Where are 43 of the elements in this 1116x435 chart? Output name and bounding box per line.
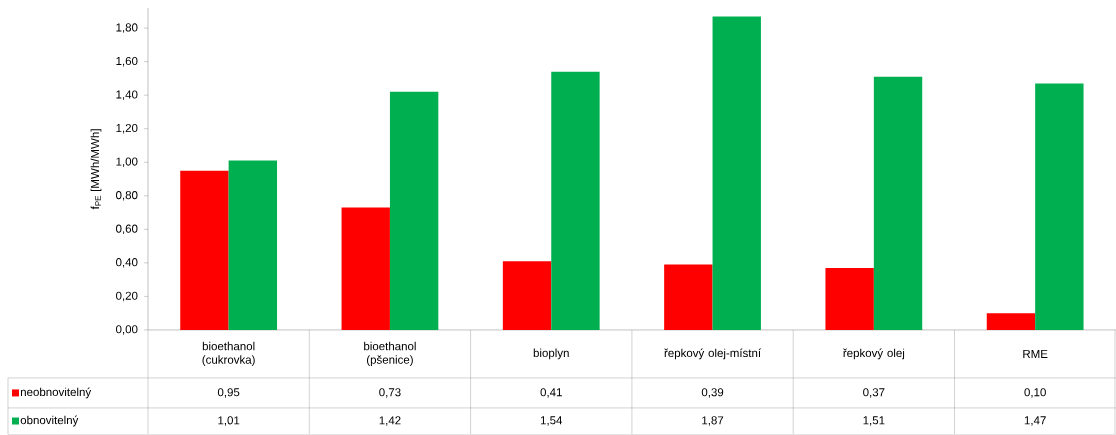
legend-label: obnovitelný — [20, 415, 79, 427]
data-label: 1,42 — [379, 416, 401, 426]
y-tick-label: 1,20 — [116, 124, 138, 134]
bar — [551, 71, 600, 330]
bar — [341, 207, 390, 330]
data-label: 1,87 — [702, 416, 724, 426]
y-tick-label: 0,60 — [116, 224, 138, 235]
bar — [986, 313, 1036, 330]
data-label: 1,47 — [1024, 416, 1046, 426]
x-tick-label: bioethanol (cukrovka) — [202, 341, 255, 367]
x-tick-label: RME — [1023, 350, 1048, 358]
bar — [180, 170, 229, 330]
bar — [873, 76, 923, 330]
bar — [712, 16, 761, 330]
x-tick-label: bioplyn — [533, 348, 569, 360]
x-tick-label: řepkový olej-místní — [664, 348, 762, 360]
bar — [502, 261, 552, 330]
bar — [664, 264, 713, 330]
data-label: 0,95 — [217, 388, 240, 398]
y-tick-label: 1,40 — [116, 90, 138, 100]
data-label: 1,01 — [218, 416, 240, 426]
y-tick-label: 1,80 — [116, 23, 138, 33]
data-label: 0,37 — [863, 388, 885, 398]
y-tick-label: 1,60 — [116, 56, 138, 67]
data-label: 1,54 — [540, 416, 563, 426]
data-label: 0,73 — [379, 388, 401, 398]
x-tick-label: řepkový olej — [843, 348, 905, 360]
y-axis-title: f$_{PE}$ [MWh/MWh] — [90, 129, 102, 210]
bar — [228, 160, 278, 330]
y-tick-label: 0,80 — [116, 191, 138, 201]
y-tick-label: 0,20 — [116, 291, 138, 302]
data-label: 0,41 — [540, 388, 562, 398]
bar — [389, 91, 439, 330]
data-label: 1,51 — [863, 416, 885, 426]
legend-label: neobnovitelný — [20, 387, 92, 399]
data-label: 0,39 — [701, 388, 724, 398]
y-tick-label: 0,40 — [116, 258, 138, 268]
bar — [825, 267, 874, 330]
x-tick-label: bioethanol (pšenice) — [364, 341, 416, 367]
y-tick-label: 1,00 — [116, 157, 138, 168]
bar — [1035, 83, 1084, 330]
data-label: 0,10 — [1024, 388, 1046, 398]
y-tick-label: 0,00 — [116, 325, 138, 335]
